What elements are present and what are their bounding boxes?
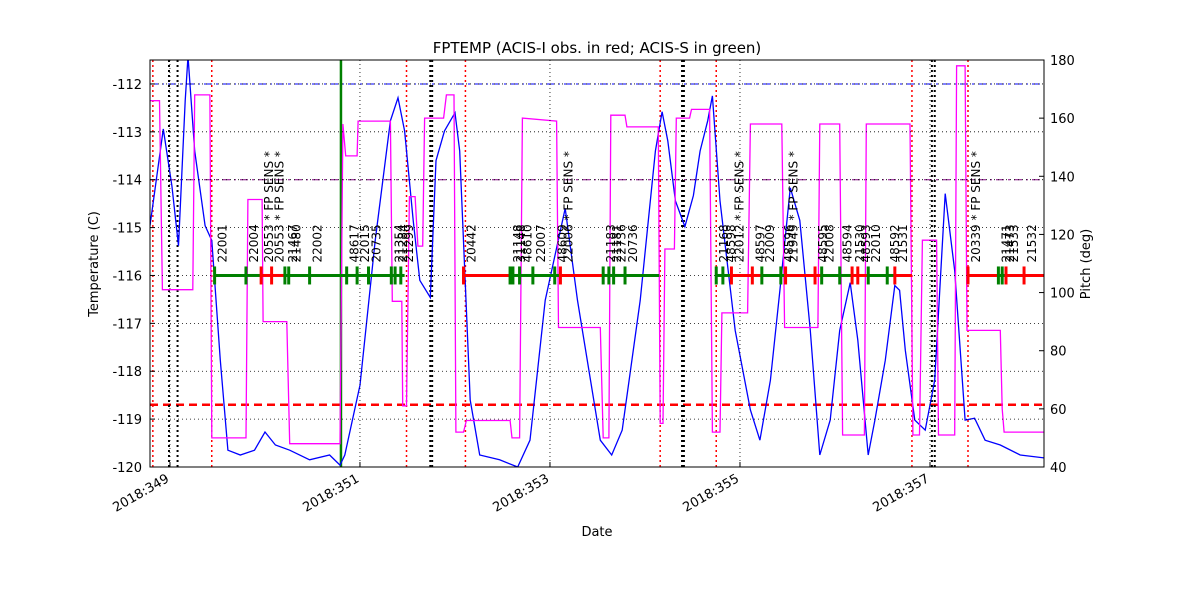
observation-label: 20553 * FP SENS * — [262, 151, 276, 262]
observation-label: 48593 — [859, 224, 873, 262]
observation-label: 48597 — [753, 224, 767, 262]
observation-label: 48592 — [888, 224, 902, 262]
observation-label: 21354 — [392, 224, 406, 262]
observation-label: 20736 — [626, 224, 640, 262]
observation-label: 48610 — [521, 224, 535, 262]
y2-tick-label: 60 — [1050, 403, 1067, 418]
observation-label: 21168 — [717, 224, 731, 262]
observation-label: 22002 — [311, 224, 325, 262]
observation-label: 22008 — [823, 224, 837, 262]
chart-title: FPTEMP (ACIS-I obs. in red; ACIS-S in gr… — [433, 39, 762, 57]
y2-tick-label: 80 — [1050, 345, 1067, 360]
observation-label: 21531 — [896, 224, 910, 262]
observation-label: 22012 * FP SENS * — [732, 151, 746, 262]
observation-label: 21471 — [999, 224, 1013, 262]
y-tick-label: -117 — [112, 317, 142, 332]
observation-label: 21467 — [286, 224, 300, 262]
y-tick-label: -115 — [112, 222, 142, 237]
y2-axis-label: Pitch (deg) — [1079, 229, 1094, 299]
y2-tick-label: 180 — [1050, 54, 1075, 69]
observation-label: 22001 — [216, 224, 230, 262]
observation-label: 22010 — [869, 224, 883, 262]
observation-label: 22015 — [358, 224, 372, 262]
y2-tick-label: 140 — [1050, 170, 1075, 185]
observation-label: 22009 — [763, 224, 777, 262]
observation-label: 20442 — [465, 224, 479, 262]
observation-label: 21480 — [290, 224, 304, 262]
observation-label: 20339 * FP SENS * — [969, 151, 983, 262]
y-tick-label: -119 — [112, 413, 142, 428]
observation-label: 21284 — [396, 224, 410, 262]
y-axis-label: Temperature (C) — [87, 211, 102, 318]
observation-label: 31148 — [514, 224, 528, 262]
observation-label: 21949 * FP SENS * — [787, 151, 801, 262]
series-line — [150, 65, 1044, 445]
y-tick-label: -118 — [112, 365, 142, 380]
observation-label: 21181 — [610, 224, 624, 262]
x-axis-label: Date — [581, 525, 612, 540]
observation-label: 22006 * FP SENS * — [561, 151, 575, 262]
plot-frame — [149, 59, 1045, 468]
y-tick-label: -113 — [112, 126, 142, 141]
observation-label: 48595 — [816, 224, 830, 262]
observation-label: 48598 — [724, 224, 738, 262]
observation-label: 20553 * FP SENS * — [273, 151, 287, 262]
y-tick-label: -114 — [112, 174, 142, 189]
y2-tick-label: 160 — [1050, 112, 1075, 127]
y2-tick-label: 100 — [1050, 287, 1075, 302]
y2-tick-label: 120 — [1050, 228, 1075, 243]
observation-label: 48594 — [841, 224, 855, 262]
observation-label: 21473 — [1003, 224, 1017, 262]
observation-label: 21530 — [853, 224, 867, 262]
observation-label: 48609 — [556, 224, 570, 262]
series-line — [150, 60, 1044, 467]
observation-label: 21148 — [511, 224, 525, 262]
observation-label: 48596 — [782, 224, 796, 262]
y-tick-label: -120 — [112, 461, 142, 476]
y-tick-label: -112 — [112, 78, 142, 93]
y-tick-label: -116 — [112, 269, 142, 284]
observation-label: 20735 — [370, 224, 384, 262]
observation-label: 22736 — [615, 224, 629, 262]
observation-label: 48617 — [348, 224, 362, 262]
observation-label: 21532 — [1025, 224, 1039, 262]
observation-label: 21299 — [402, 224, 416, 262]
observation-label: 22004 — [247, 224, 261, 262]
observation-label: 21183 — [604, 224, 618, 262]
observation-label: 22007 — [534, 224, 548, 262]
observation-label: 21533 — [1007, 224, 1021, 262]
y2-tick-label: 40 — [1050, 461, 1067, 476]
